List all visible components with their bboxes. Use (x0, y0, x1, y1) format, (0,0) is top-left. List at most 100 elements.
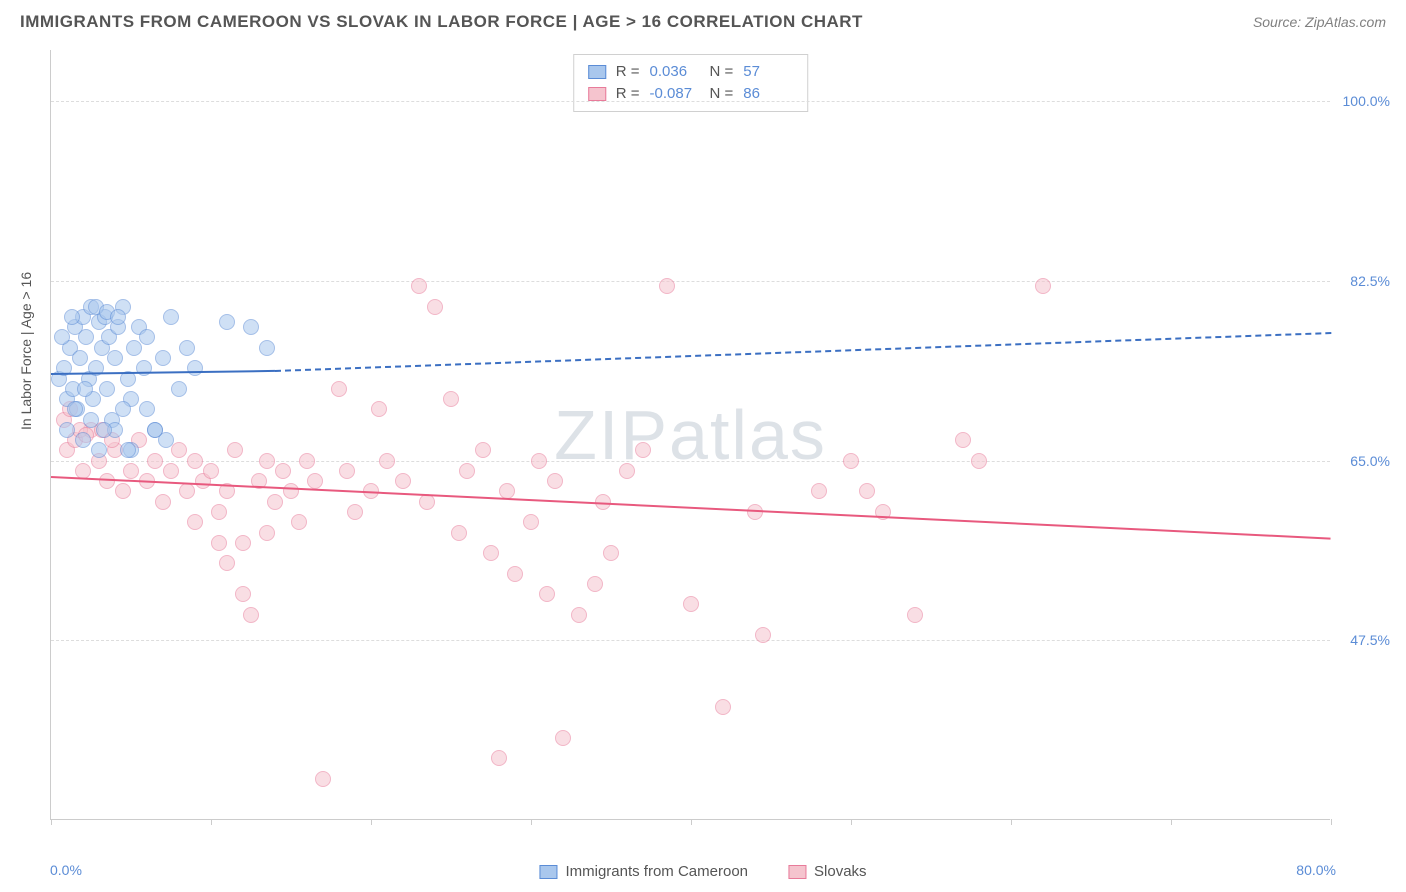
stats-row-cameroon: R = 0.036 N = 57 (588, 61, 794, 83)
data-point (219, 314, 235, 330)
data-point (243, 607, 259, 623)
legend-item-slovak: Slovaks (788, 863, 867, 880)
data-point (507, 566, 523, 582)
data-point (72, 350, 88, 366)
data-point (139, 329, 155, 345)
r-label: R = (616, 61, 640, 83)
data-point (120, 442, 136, 458)
data-point (155, 350, 171, 366)
data-point (683, 596, 699, 612)
r-value-cameroon: 0.036 (650, 61, 700, 83)
data-point (123, 463, 139, 479)
data-point (283, 483, 299, 499)
data-point (427, 299, 443, 315)
data-point (491, 750, 507, 766)
data-point (299, 453, 315, 469)
data-point (1035, 278, 1051, 294)
data-point (619, 463, 635, 479)
x-tick (211, 819, 212, 825)
data-point (483, 545, 499, 561)
data-point (139, 401, 155, 417)
data-point (115, 401, 131, 417)
data-point (459, 463, 475, 479)
correlation-stats-box: R = 0.036 N = 57 R = -0.087 N = 86 (573, 54, 809, 112)
data-point (235, 535, 251, 551)
scatter-chart: ZIPatlas R = 0.036 N = 57 R = -0.087 N =… (50, 50, 1330, 820)
data-point (75, 432, 91, 448)
data-point (275, 463, 291, 479)
x-tick (371, 819, 372, 825)
x-axis-max-label: 80.0% (1296, 862, 1336, 878)
y-axis-label: In Labor Force | Age > 16 (18, 272, 34, 430)
data-point (843, 453, 859, 469)
x-tick (531, 819, 532, 825)
chart-title: IMMIGRANTS FROM CAMEROON VS SLOVAK IN LA… (20, 12, 863, 32)
data-point (64, 309, 80, 325)
data-point (907, 607, 923, 623)
data-point (291, 514, 307, 530)
x-tick (51, 819, 52, 825)
x-axis-min-label: 0.0% (50, 862, 82, 878)
swatch-cameroon (539, 865, 557, 879)
legend: Immigrants from Cameroon Slovaks (539, 863, 866, 880)
data-point (259, 525, 275, 541)
data-point (163, 309, 179, 325)
x-tick (1331, 819, 1332, 825)
data-point (99, 381, 115, 397)
data-point (179, 340, 195, 356)
trend-line (275, 332, 1331, 372)
gridline (51, 281, 1330, 282)
data-point (955, 432, 971, 448)
data-point (78, 329, 94, 345)
data-point (136, 360, 152, 376)
data-point (179, 483, 195, 499)
swatch-slovak (588, 87, 606, 101)
data-point (67, 401, 83, 417)
data-point (187, 360, 203, 376)
data-point (603, 545, 619, 561)
data-point (171, 381, 187, 397)
source-attribution: Source: ZipAtlas.com (1253, 14, 1386, 30)
data-point (163, 463, 179, 479)
data-point (259, 340, 275, 356)
data-point (315, 771, 331, 787)
data-point (859, 483, 875, 499)
data-point (107, 350, 123, 366)
n-value-cameroon: 57 (743, 61, 793, 83)
data-point (547, 473, 563, 489)
x-tick (1171, 819, 1172, 825)
data-point (211, 504, 227, 520)
swatch-cameroon (588, 65, 606, 79)
data-point (811, 483, 827, 499)
legend-label: Slovaks (814, 863, 867, 880)
data-point (571, 607, 587, 623)
data-point (307, 473, 323, 489)
x-tick (691, 819, 692, 825)
data-point (259, 453, 275, 469)
data-point (158, 432, 174, 448)
data-point (635, 442, 651, 458)
data-point (395, 473, 411, 489)
data-point (755, 627, 771, 643)
data-point (227, 442, 243, 458)
x-tick (851, 819, 852, 825)
n-label: N = (710, 61, 734, 83)
data-point (411, 278, 427, 294)
data-point (715, 699, 731, 715)
y-tick-label: 82.5% (1350, 273, 1390, 289)
data-point (54, 329, 70, 345)
data-point (77, 381, 93, 397)
y-tick-label: 100.0% (1343, 93, 1390, 109)
data-point (531, 453, 547, 469)
gridline (51, 461, 1330, 462)
data-point (523, 514, 539, 530)
data-point (187, 514, 203, 530)
trend-line (51, 476, 1331, 540)
data-point (147, 453, 163, 469)
data-point (443, 391, 459, 407)
gridline (51, 101, 1330, 102)
data-point (115, 483, 131, 499)
data-point (59, 422, 75, 438)
data-point (371, 401, 387, 417)
data-point (243, 319, 259, 335)
